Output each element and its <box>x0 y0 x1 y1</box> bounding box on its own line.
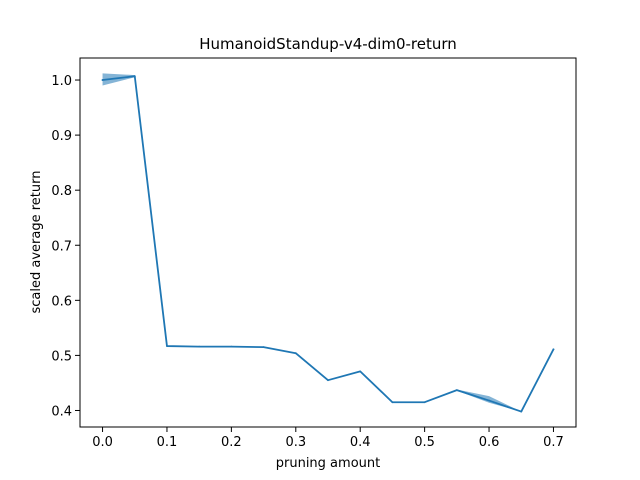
chart-title: HumanoidStandup-v4-dim0-return <box>199 35 457 53</box>
data-point <box>327 379 329 382</box>
data-point <box>198 345 201 348</box>
data-point <box>166 345 168 347</box>
plot-frame <box>79 57 577 428</box>
data-point <box>391 401 394 404</box>
y-tick-label: 0.8 <box>51 184 72 199</box>
x-tick-label: 0.3 <box>285 435 306 450</box>
x-tick-label: 0.4 <box>350 435 371 450</box>
x-axis-label: pruning amount <box>276 456 380 471</box>
data-point <box>359 370 362 373</box>
data-point <box>455 389 458 391</box>
series-line-layer <box>101 75 555 413</box>
data-point <box>423 401 426 404</box>
data-point <box>552 348 555 351</box>
data-point <box>520 410 523 413</box>
x-tick-label: 0.5 <box>414 435 435 450</box>
x-tick-label: 0.7 <box>543 435 564 450</box>
data-point <box>262 346 265 349</box>
x-tick-label: 0.2 <box>221 435 242 450</box>
x-tick-label: 0.0 <box>92 435 113 450</box>
data-point <box>101 79 104 81</box>
y-axis-ticks: 0.4 0.5 0.6 0.7 0.8 0.9 1.0 <box>51 74 80 419</box>
data-point <box>133 75 136 78</box>
y-tick-label: 0.4 <box>51 404 72 419</box>
y-tick-label: 0.6 <box>51 294 72 309</box>
x-axis-ticks: 0.0 0.1 0.2 0.3 0.4 0.5 0.6 0.7 <box>92 427 564 450</box>
y-tick-label: 1.0 <box>51 74 72 89</box>
x-tick-label: 0.6 <box>479 435 500 450</box>
x-tick-label: 0.1 <box>157 435 178 450</box>
data-point <box>230 345 233 348</box>
y-axis-label: scaled average return <box>29 171 44 314</box>
y-tick-label: 0.5 <box>51 349 72 364</box>
y-tick-label: 0.7 <box>51 239 72 254</box>
y-tick-label: 0.9 <box>51 129 72 144</box>
data-point <box>294 352 297 355</box>
plot-area <box>80 58 576 427</box>
data-point <box>488 399 490 402</box>
